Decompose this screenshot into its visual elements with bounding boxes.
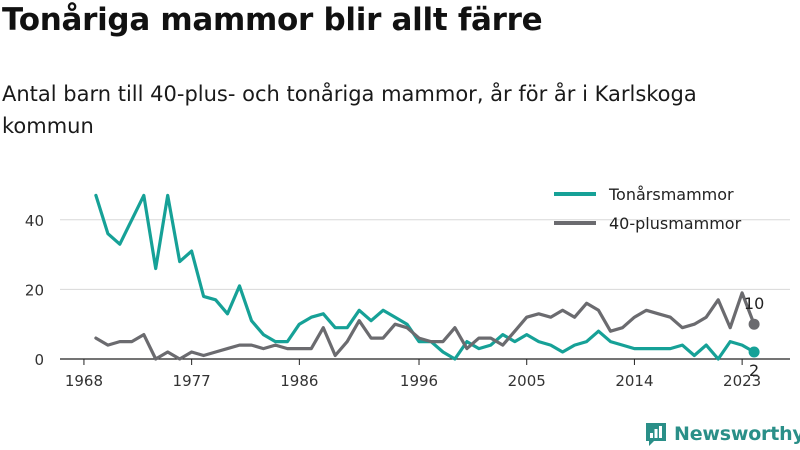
series-line-tonarsmammor xyxy=(94,193,756,361)
legend-label: Tonårsmammor xyxy=(608,185,734,204)
series-end-marker xyxy=(748,318,760,330)
x-tick-label: 1996 xyxy=(400,372,438,390)
x-tick-label: 1986 xyxy=(280,372,318,390)
x-tick-label: 2005 xyxy=(508,372,546,390)
series-end-label: 2 xyxy=(749,361,759,380)
chart-subtitle: Antal barn till 40-plus- och tonåriga ma… xyxy=(2,82,697,138)
brand-name: Newsworthy xyxy=(674,423,800,445)
series-end-marker xyxy=(748,346,760,358)
y-tick-label: 40 xyxy=(25,212,44,230)
y-tick-label: 20 xyxy=(25,281,44,299)
series-end-label: 10 xyxy=(744,294,764,313)
y-tick-label: 0 xyxy=(34,351,44,369)
legend-label: 40-plusmammor xyxy=(609,214,742,233)
newsworthy-logo: Newsworthy xyxy=(644,420,800,448)
x-tick-label: 1977 xyxy=(173,372,211,390)
x-tick-label: 2023 xyxy=(723,372,761,390)
chart-title: Tonåriga mammor blir allt färre xyxy=(2,2,543,38)
bar-chart-icon xyxy=(646,423,666,446)
series-line-40-plusmammor xyxy=(94,291,756,361)
x-tick-label: 1968 xyxy=(65,372,103,390)
x-tick-label: 2014 xyxy=(615,372,653,390)
